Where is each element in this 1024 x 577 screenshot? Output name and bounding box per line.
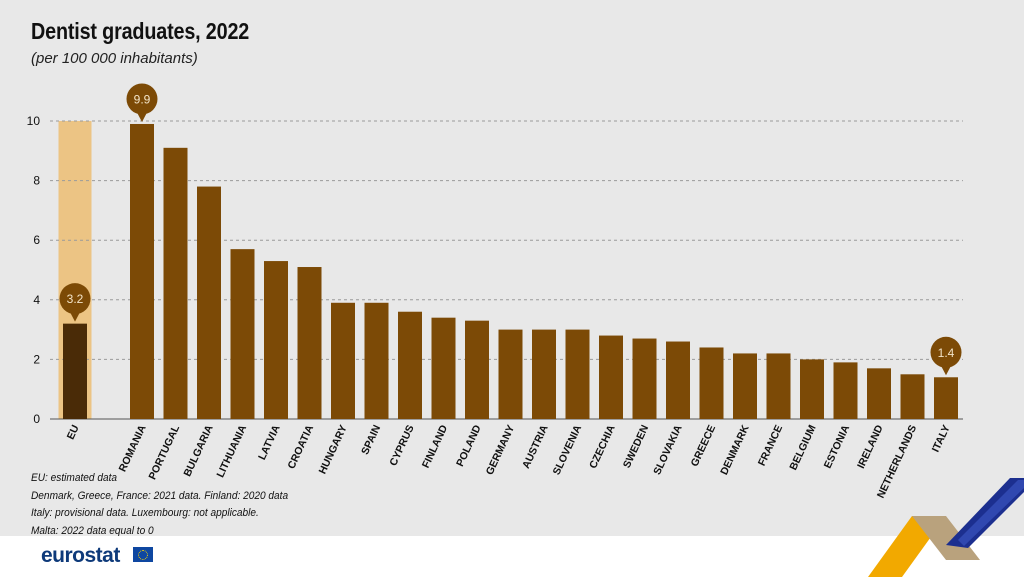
bar-cyprus	[398, 311, 422, 419]
y-tick-label: 8	[33, 174, 40, 188]
y-tick-label: 4	[33, 293, 40, 307]
callout-bubble	[59, 283, 91, 315]
footnote-reference-years: Denmark, Greece, France: 2021 data. Finl…	[31, 489, 289, 502]
chart-subtitle: (per 100 000 inhabitants)	[31, 50, 198, 67]
y-tick-label: 10	[27, 114, 41, 128]
bar-sweden	[632, 338, 657, 419]
data-label: 3.2	[67, 292, 84, 306]
footnotes: EU: estimated data Denmark, Greece, Fran…	[31, 470, 288, 540]
bar-romania	[130, 123, 154, 419]
bar-latvia	[264, 261, 288, 419]
footnote-italy-luxembourg: Italy: provisional data. Luxembourg: not…	[31, 507, 259, 519]
bar-hungary	[331, 302, 355, 419]
bar-slovenia	[565, 329, 590, 419]
callout-bubble	[126, 83, 158, 115]
bar-slovakia	[666, 341, 690, 419]
bar-germany	[498, 329, 523, 419]
bar-poland	[465, 320, 489, 419]
bar-lithuania	[230, 249, 255, 419]
eu-flag-icon	[133, 547, 153, 562]
bar-netherlands	[900, 374, 925, 419]
bar-denmark	[733, 353, 757, 419]
callout-pointer	[137, 112, 147, 122]
footnote-eu: EU: estimated data	[31, 472, 118, 484]
data-label: 1.4	[938, 346, 955, 360]
bar-estonia	[833, 362, 858, 419]
callout-pointer	[70, 312, 80, 322]
y-tick-label: 0	[33, 412, 40, 426]
bar-czechia	[599, 335, 623, 419]
bar-spain	[364, 302, 389, 419]
x-tick-label: EU	[65, 423, 82, 441]
bar-finland	[431, 317, 456, 419]
y-tick-label: 2	[33, 352, 40, 366]
callout-bubble	[930, 336, 962, 368]
footnote-malta: Malta: 2022 data equal to 0	[31, 524, 154, 537]
y-tick-label: 6	[33, 233, 40, 247]
bar-greece	[699, 347, 724, 419]
bar-bulgaria	[197, 186, 221, 419]
bar-austria	[532, 329, 556, 419]
bar-croatia	[297, 267, 322, 419]
bar-portugal	[163, 147, 188, 419]
bar-ireland	[867, 368, 891, 419]
bar-belgium	[800, 359, 824, 419]
bar-eu	[63, 323, 87, 419]
chart-title: Dentist graduates, 2022	[31, 18, 250, 44]
callout-pointer	[941, 365, 951, 376]
eurostat-logo: eurostat	[41, 544, 120, 567]
data-label: 9.9	[134, 92, 151, 106]
bar-italy	[934, 377, 958, 419]
footer-bar	[0, 536, 1024, 577]
bar-france	[766, 353, 791, 419]
